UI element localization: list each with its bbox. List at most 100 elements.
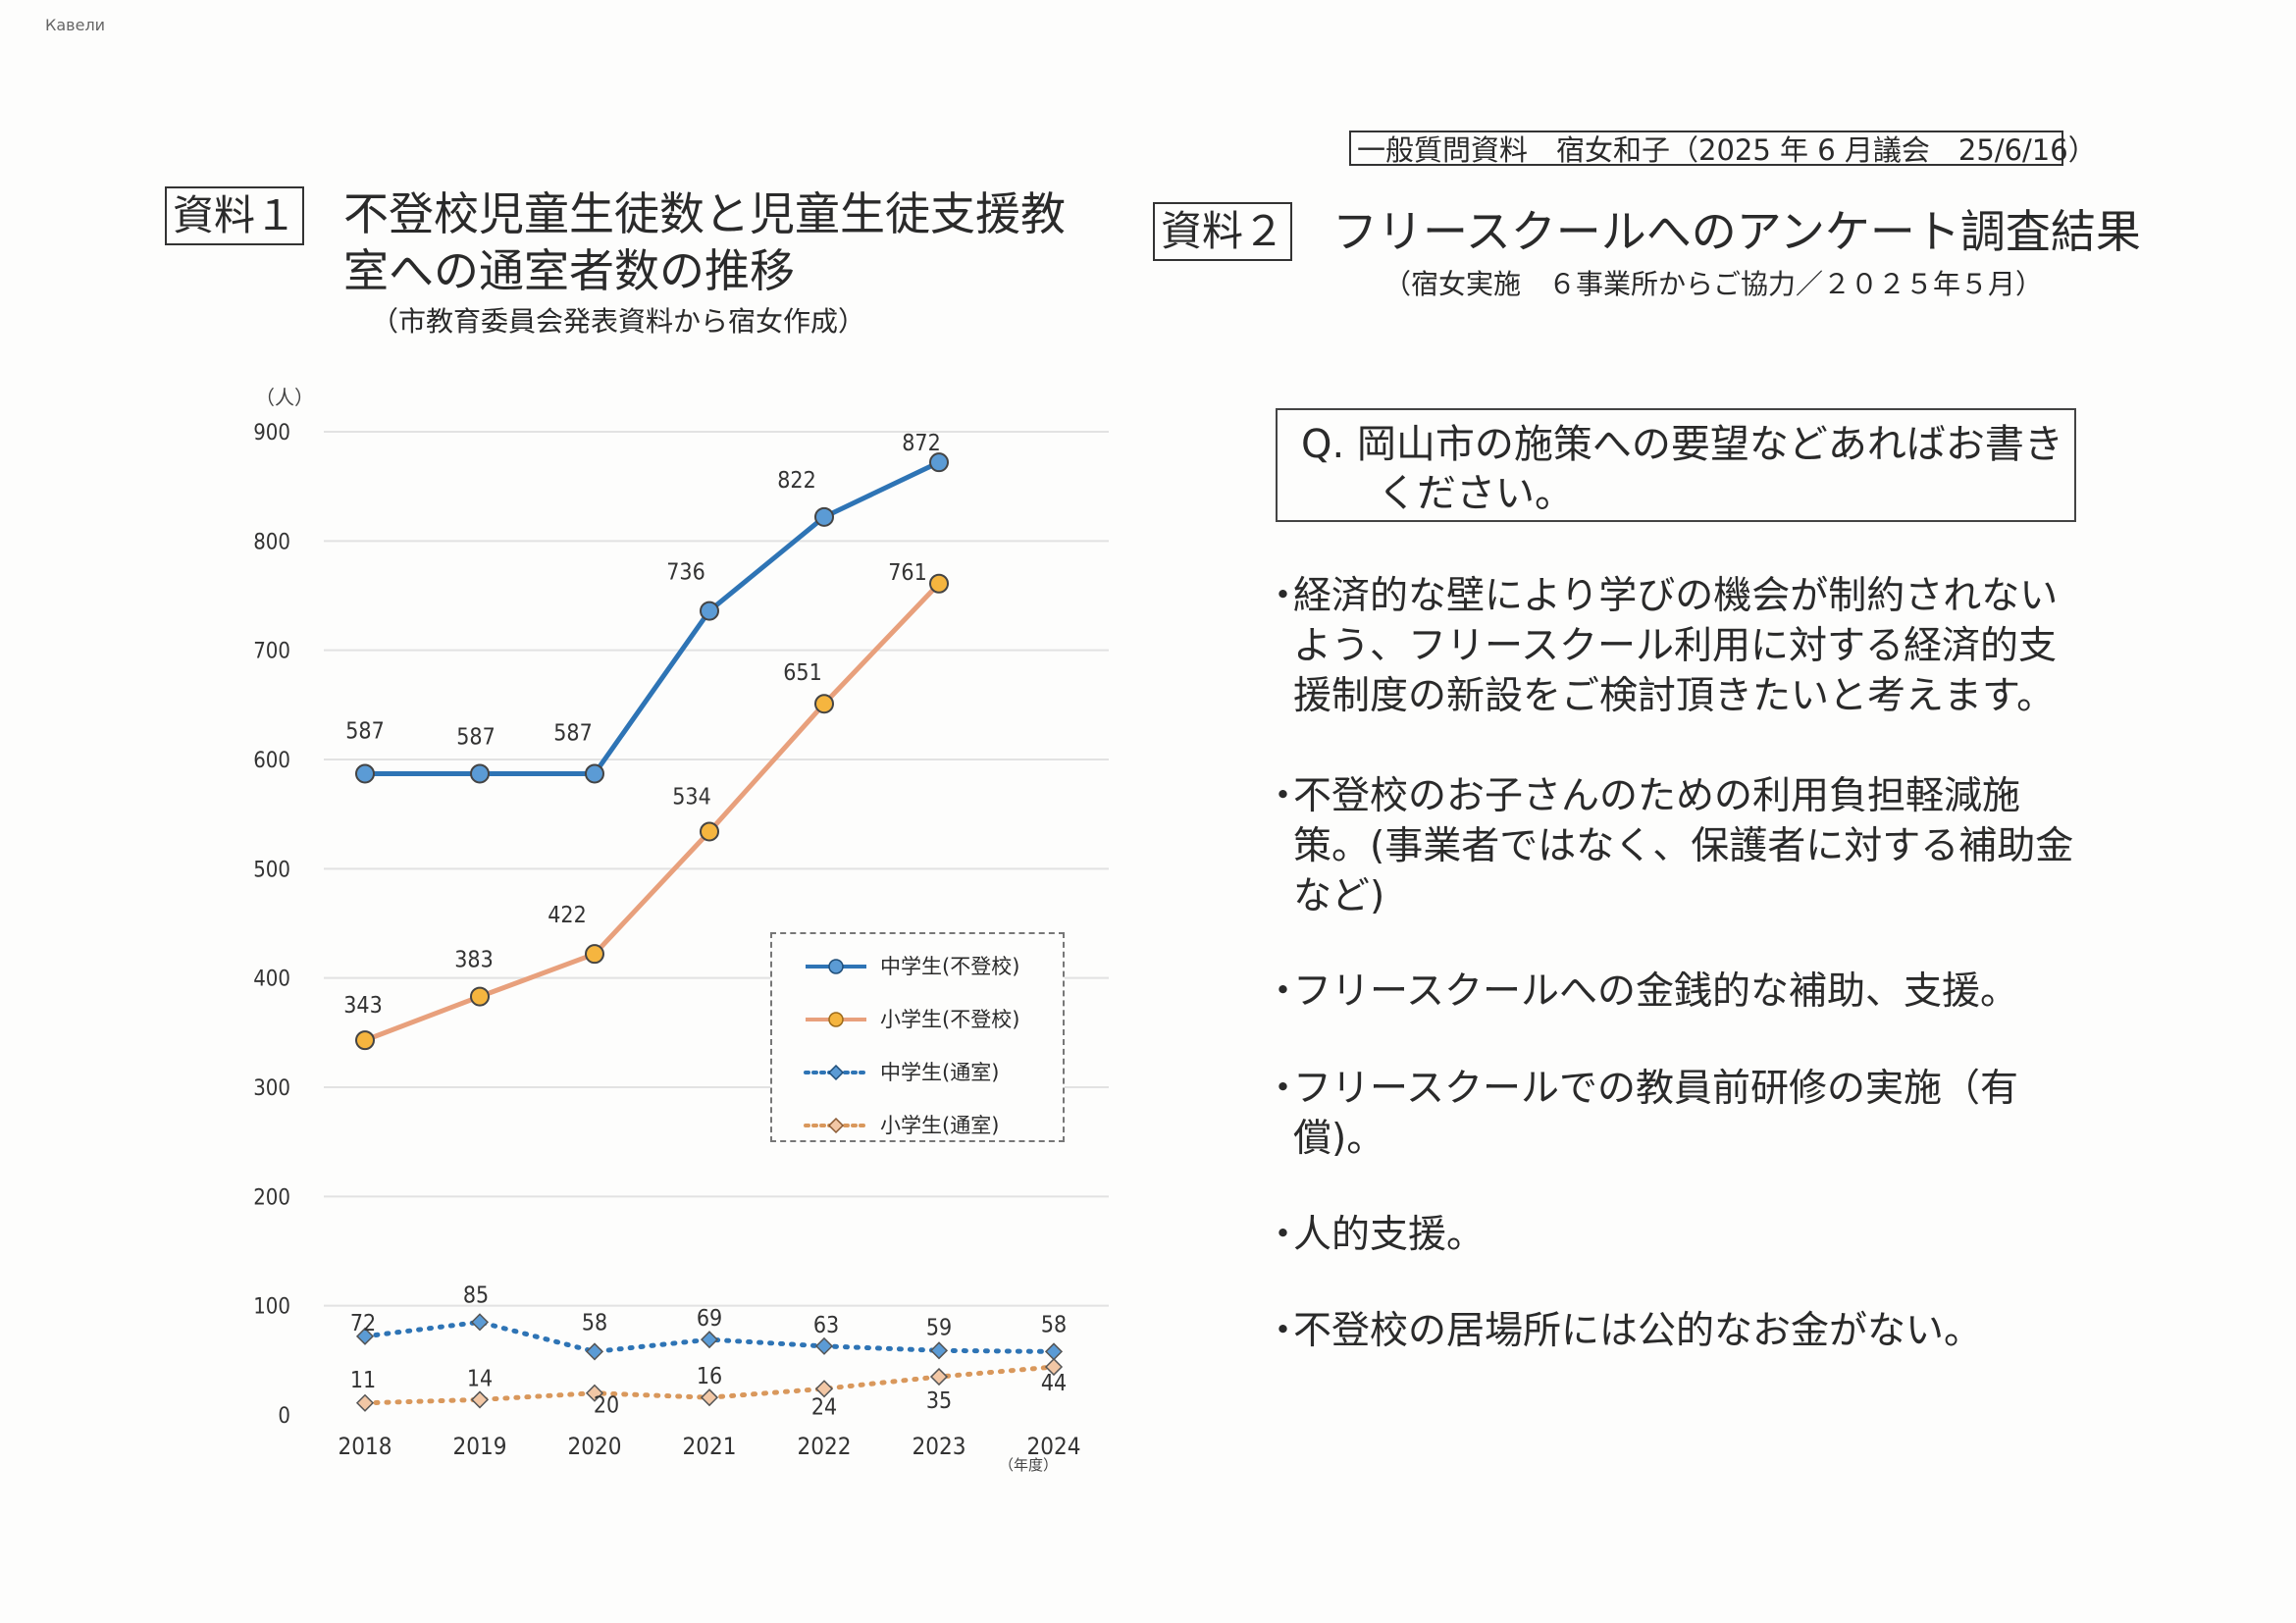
data-label: 11 xyxy=(350,1368,376,1393)
answer-item: ・ フリースクールへの金銭的な補助、支援。 xyxy=(1264,967,2078,1017)
y-tick-label: 700 xyxy=(253,640,290,664)
series-point xyxy=(470,986,490,1007)
chart-gridlines xyxy=(324,431,1109,1307)
answer-text: フリースクールでの教員前研修の実施（有 償)。 xyxy=(1293,1067,2019,1161)
answer-text: 不登校の居場所には公的なお金がない。 xyxy=(1293,1309,1983,1353)
answer-bullet: ・ xyxy=(1264,774,1303,818)
data-label: 59 xyxy=(926,1315,952,1340)
question-box: Q. 岡山市の施策への要望などあればお書き ください。 xyxy=(1276,408,2076,522)
answer-text: 経済的な壁により学びの機会が制約されない よう、フリースクール利用に対する経済的… xyxy=(1293,574,2059,718)
y-tick-label: 200 xyxy=(253,1185,290,1210)
series-line xyxy=(362,581,942,1043)
data-label: 44 xyxy=(1041,1371,1067,1396)
series-point xyxy=(814,694,834,714)
y-tick-label: 400 xyxy=(253,968,290,992)
section1-title-line1: 不登校児童生徒数と児童生徒支援教 xyxy=(343,187,1066,240)
legend-label: 小学生(通室) xyxy=(880,1114,1000,1137)
series-point xyxy=(585,944,604,965)
section2-tag: 資料２ xyxy=(1153,202,1293,261)
answer-text: 不登校のお子さんのための利用負担軽減施 策。(事業者ではなく、保護者に対する補助… xyxy=(1293,774,2074,918)
section2-title: フリースクールへのアンケート調査結果 xyxy=(1332,205,2141,258)
data-label: 58 xyxy=(1041,1312,1067,1337)
answer-item: ・ 不登校のお子さんのための利用負担軽減施 策。(事業者ではなく、保護者に対する… xyxy=(1264,771,2078,921)
legend-item: 小学生(不登校) xyxy=(802,1005,1057,1034)
line-chart: 0 100 200 300 400 500 600 700 800 900 2018 2019 202… xyxy=(226,383,1138,1492)
series-point xyxy=(814,1380,834,1398)
x-tick-label: 2019 xyxy=(453,1433,507,1460)
section1-source: （市教育委員会発表資料から宿女作成） xyxy=(371,305,866,338)
series-point xyxy=(355,1393,375,1412)
data-label: 35 xyxy=(926,1388,952,1414)
answer-bullet: ・ xyxy=(1264,574,1303,618)
section1-title-line2: 室への通室者数の推移 xyxy=(343,244,795,297)
data-label: 63 xyxy=(813,1313,839,1338)
data-label: 14 xyxy=(467,1366,493,1391)
data-label: 872 xyxy=(902,431,941,456)
header-note: 一般質問資料 宿女和子（2025 年 6 月議会 25/6/16） xyxy=(1349,131,2097,167)
legend-swatch-es-attend xyxy=(804,1117,868,1134)
x-tick-label: 2022 xyxy=(798,1433,852,1460)
series-point xyxy=(585,1342,604,1361)
legend-item: 小学生(通室) xyxy=(802,1111,1057,1140)
y-tick-label: 500 xyxy=(253,858,290,882)
x-tick-label: 2020 xyxy=(568,1433,622,1460)
series-point xyxy=(929,573,949,594)
legend-item: 中学生(通室) xyxy=(802,1058,1057,1087)
data-label: 822 xyxy=(777,468,816,494)
series-point xyxy=(700,601,719,621)
answer-item: ・ フリースクールでの教員前研修の実施（有 償)。 xyxy=(1264,1064,2078,1164)
data-label: 736 xyxy=(666,560,705,586)
data-label: 587 xyxy=(345,718,385,744)
section1-tag: 資料１ xyxy=(165,186,305,245)
data-label: 72 xyxy=(350,1311,376,1336)
answer-item: ・ 人的支援。 xyxy=(1264,1210,2078,1260)
x-tick-labels: 2018 2019 2020 2021 2022 2023 2024 xyxy=(339,1433,1081,1460)
data-label: 761 xyxy=(888,560,927,586)
answer-text: 人的支援。 xyxy=(1293,1213,1486,1257)
series-point xyxy=(585,763,604,784)
series-line xyxy=(362,459,942,776)
answer-item: ・ 経済的な壁により学びの機会が制約されない よう、フリースクール利用に対する経… xyxy=(1264,571,2078,721)
legend-label: 小学生(不登校) xyxy=(880,1008,1020,1031)
answer-bullet: ・ xyxy=(1264,1067,1303,1111)
series-point xyxy=(929,452,949,473)
answer-item: ・ 不登校の居場所には公的なお金がない。 xyxy=(1264,1306,2078,1356)
data-label: 587 xyxy=(553,720,593,746)
series-point xyxy=(355,763,375,784)
series-point xyxy=(1044,1342,1064,1361)
data-label: 85 xyxy=(463,1283,489,1308)
x-axis-unit-label: （年度） xyxy=(999,1456,1058,1474)
series-point xyxy=(814,506,834,527)
data-label: 587 xyxy=(456,724,496,750)
series-point xyxy=(585,1384,604,1402)
series-point xyxy=(470,763,490,784)
y-axis-unit-label: （人） xyxy=(255,386,314,409)
data-label: 383 xyxy=(454,948,494,973)
legend-swatch-jhs-attend xyxy=(804,1064,868,1081)
data-label: 24 xyxy=(811,1394,837,1420)
y-tick-label: 100 xyxy=(253,1295,290,1320)
x-tick-label: 2018 xyxy=(339,1433,392,1460)
data-label: 58 xyxy=(582,1310,607,1335)
y-tick-label: 900 xyxy=(253,421,290,445)
series-point xyxy=(700,1331,719,1349)
section2-source: （宿女実施 ６事業所からご協力／２０２５年５月） xyxy=(1383,268,2044,300)
legend-swatch-es-absent xyxy=(806,1012,866,1027)
y-tick-label: 0 xyxy=(278,1404,290,1429)
legend-label: 中学生(通室) xyxy=(880,1061,1000,1084)
series-point xyxy=(700,1388,719,1407)
y-tick-label: 600 xyxy=(253,749,290,773)
data-label: 69 xyxy=(697,1306,722,1332)
chart-legend: 中学生(不登校) 小学生(不登校) 中学生(通室) 小学生(通室) xyxy=(770,932,1065,1142)
series-point xyxy=(470,1390,490,1409)
answer-text: フリースクールへの金銭的な補助、支援。 xyxy=(1293,969,2019,1014)
series-point xyxy=(470,1313,490,1332)
x-tick-label: 2024 xyxy=(1027,1433,1081,1460)
series-point xyxy=(814,1336,834,1355)
answer-bullet: ・ xyxy=(1264,1213,1303,1257)
x-tick-label: 2023 xyxy=(913,1433,966,1460)
series-point xyxy=(700,821,719,842)
data-label: 651 xyxy=(783,660,822,686)
series-point xyxy=(929,1367,949,1387)
answer-bullet: ・ xyxy=(1264,1309,1303,1353)
